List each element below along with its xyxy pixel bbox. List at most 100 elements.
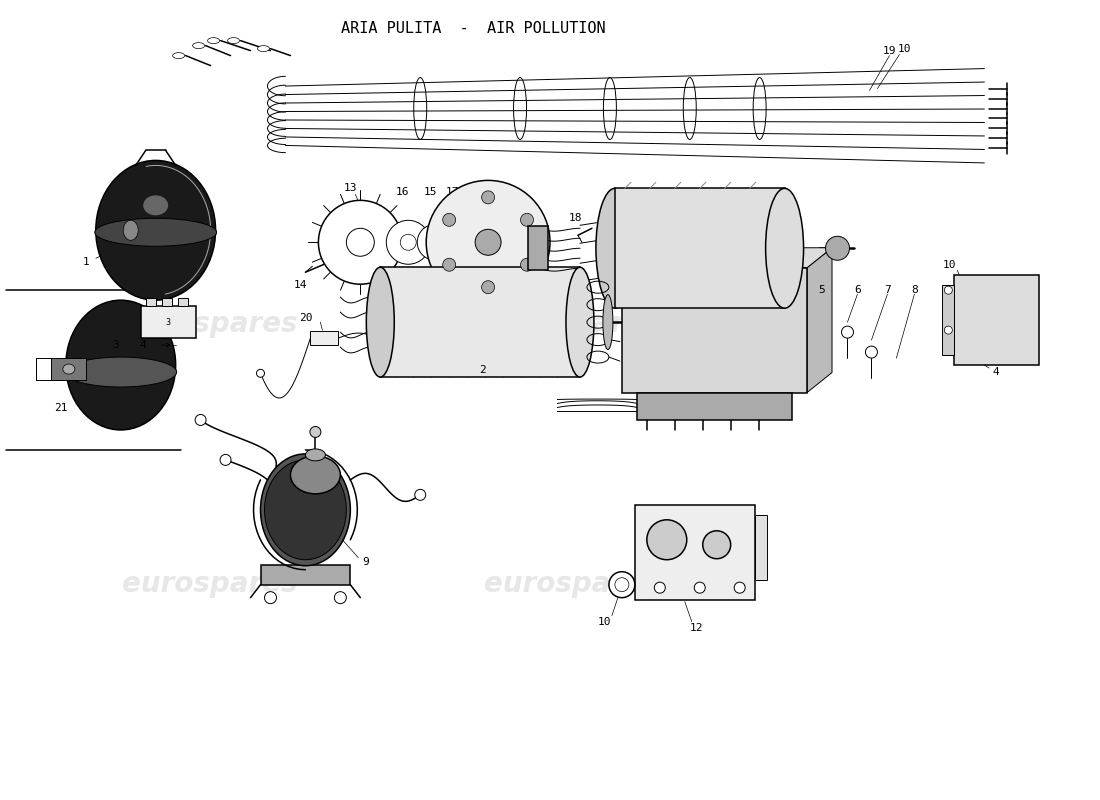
- Bar: [261, 565, 350, 585]
- Circle shape: [426, 180, 550, 304]
- Text: 21: 21: [54, 403, 67, 413]
- Circle shape: [703, 530, 730, 558]
- Text: eurospares: eurospares: [484, 570, 660, 598]
- Ellipse shape: [65, 357, 177, 387]
- Circle shape: [734, 582, 745, 593]
- Bar: [637, 393, 792, 421]
- Ellipse shape: [208, 38, 220, 44]
- Text: 3: 3: [112, 340, 119, 350]
- Circle shape: [482, 191, 495, 204]
- Bar: [615, 188, 784, 308]
- Polygon shape: [755, 515, 767, 580]
- Circle shape: [694, 582, 705, 593]
- Circle shape: [647, 520, 686, 560]
- Polygon shape: [443, 228, 468, 256]
- Ellipse shape: [596, 188, 634, 308]
- Circle shape: [346, 228, 374, 256]
- Ellipse shape: [366, 267, 394, 377]
- Circle shape: [654, 582, 666, 593]
- Bar: [623, 268, 807, 393]
- Text: 3: 3: [165, 318, 170, 326]
- Text: 19: 19: [882, 46, 896, 56]
- Circle shape: [520, 258, 534, 271]
- Polygon shape: [623, 248, 832, 268]
- Bar: [943, 285, 955, 355]
- Circle shape: [448, 235, 462, 250]
- Circle shape: [866, 346, 878, 358]
- Text: 4: 4: [140, 340, 146, 350]
- Circle shape: [825, 236, 849, 260]
- Ellipse shape: [63, 364, 75, 374]
- Text: 12: 12: [690, 622, 704, 633]
- Polygon shape: [807, 248, 832, 393]
- Circle shape: [429, 236, 441, 248]
- Ellipse shape: [261, 454, 350, 566]
- Circle shape: [264, 592, 276, 604]
- Text: 10: 10: [598, 617, 612, 626]
- Circle shape: [334, 592, 346, 604]
- Text: 10: 10: [943, 260, 956, 270]
- Text: 2: 2: [478, 365, 485, 375]
- Circle shape: [415, 490, 426, 500]
- Circle shape: [400, 234, 416, 250]
- Ellipse shape: [603, 294, 613, 350]
- Text: 8: 8: [911, 285, 917, 295]
- Ellipse shape: [95, 218, 217, 246]
- Bar: [955, 275, 1040, 365]
- Circle shape: [520, 214, 534, 226]
- Text: eurospares: eurospares: [484, 310, 660, 338]
- Circle shape: [442, 214, 455, 226]
- Text: 4: 4: [993, 367, 1000, 377]
- Circle shape: [442, 258, 455, 271]
- Text: 5: 5: [818, 285, 825, 295]
- Bar: [162, 298, 172, 306]
- Text: 13: 13: [343, 183, 358, 194]
- Circle shape: [195, 414, 206, 426]
- Bar: [177, 298, 188, 306]
- Text: 1: 1: [82, 258, 89, 267]
- Text: eurospares: eurospares: [122, 310, 297, 338]
- Ellipse shape: [766, 188, 804, 308]
- Circle shape: [475, 230, 502, 255]
- Bar: [51, 358, 86, 380]
- Circle shape: [842, 326, 854, 338]
- Bar: [141, 306, 196, 338]
- Circle shape: [944, 286, 953, 294]
- Ellipse shape: [566, 267, 594, 377]
- Text: 17: 17: [446, 187, 459, 198]
- Text: 9: 9: [362, 557, 369, 566]
- Circle shape: [944, 326, 953, 334]
- Text: 14: 14: [294, 280, 307, 290]
- Circle shape: [220, 454, 231, 466]
- Circle shape: [417, 224, 453, 260]
- Ellipse shape: [123, 220, 139, 240]
- Ellipse shape: [192, 42, 205, 49]
- Ellipse shape: [143, 195, 168, 215]
- Bar: [381, 267, 580, 377]
- Circle shape: [615, 578, 629, 592]
- Text: 7: 7: [884, 285, 891, 295]
- Ellipse shape: [290, 456, 340, 494]
- Ellipse shape: [257, 46, 270, 52]
- Text: 18: 18: [569, 214, 582, 223]
- Text: 15: 15: [424, 187, 437, 198]
- Text: 6: 6: [854, 285, 861, 295]
- Circle shape: [377, 333, 388, 343]
- Ellipse shape: [173, 53, 185, 58]
- Circle shape: [318, 200, 403, 284]
- Text: 10: 10: [898, 44, 911, 54]
- Ellipse shape: [66, 300, 176, 430]
- Ellipse shape: [228, 38, 240, 44]
- Circle shape: [609, 572, 635, 598]
- Text: 20: 20: [299, 313, 312, 323]
- Circle shape: [386, 220, 430, 264]
- Circle shape: [256, 370, 264, 378]
- Ellipse shape: [264, 460, 346, 560]
- Bar: [145, 298, 156, 306]
- Circle shape: [482, 281, 495, 294]
- Ellipse shape: [96, 161, 216, 300]
- Text: 16: 16: [396, 187, 409, 198]
- Text: ARIA PULITA  -  AIR POLLUTION: ARIA PULITA - AIR POLLUTION: [341, 21, 605, 36]
- Bar: [528, 226, 548, 270]
- Polygon shape: [635, 505, 755, 600]
